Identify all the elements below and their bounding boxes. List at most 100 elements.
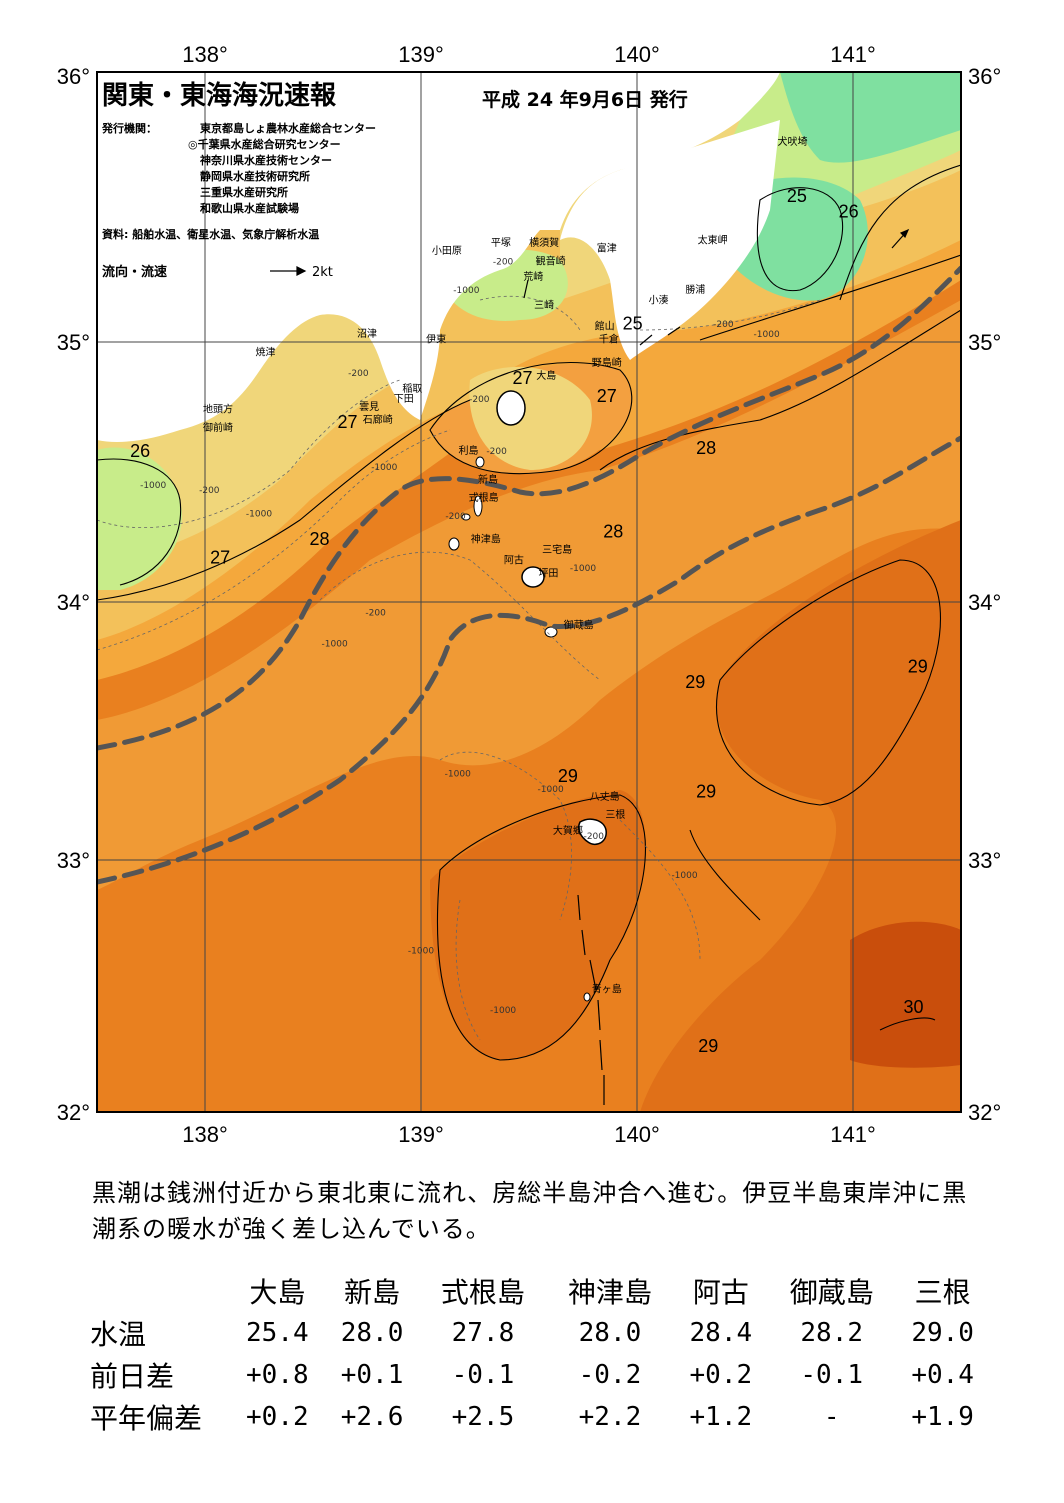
- place-label: 新島: [478, 473, 498, 486]
- land-niijima: [473, 495, 483, 517]
- isotherm-label: 29: [698, 1036, 718, 1056]
- land-toshima: [475, 456, 485, 468]
- axis-labels: 138° 139° 140° 141° 138° 139° 140° 141° …: [57, 42, 1002, 1147]
- depth-label: -1000: [453, 286, 479, 296]
- row-label: 前日差: [90, 1360, 175, 1393]
- zone-29-5-south: [430, 790, 646, 1060]
- issuer-3: 神奈川県水産技術センター: [200, 153, 332, 167]
- place-label: 荒崎: [523, 270, 543, 283]
- table-cell: 25.4: [246, 1318, 309, 1348]
- lat-tick-right-32: 32°: [968, 1100, 1001, 1125]
- map-frame: [96, 71, 962, 1113]
- place-label: 利島: [459, 444, 479, 457]
- lat-tick-left-33: 33°: [57, 848, 90, 873]
- station-header: 新島: [344, 1276, 401, 1309]
- issuer-label: 発行機関：: [101, 121, 157, 135]
- depth-label: -200: [348, 369, 369, 379]
- depth-label: -1000: [322, 640, 348, 650]
- row-label: 平年偏差: [90, 1402, 203, 1435]
- place-label: 犬吠埼: [778, 135, 808, 148]
- station-header: 三根: [914, 1276, 971, 1309]
- land-hachijojima: [577, 818, 607, 846]
- place-label: 石廊崎: [363, 413, 393, 426]
- station-header: 阿古: [692, 1276, 749, 1309]
- table-cell: -0.1: [800, 1360, 864, 1390]
- lon-tick-top-139: 139°: [398, 42, 444, 67]
- place-label: 太東岬: [698, 234, 728, 247]
- isotherm-label: 30: [903, 997, 923, 1017]
- lon-tick-bottom-141: 141°: [830, 1122, 876, 1147]
- isotherm-label: 27: [210, 547, 230, 567]
- place-label: 三崎: [534, 299, 554, 312]
- place-label: 千倉: [599, 332, 619, 345]
- table-cell: +2.5: [451, 1402, 515, 1432]
- table-cell: +0.4: [911, 1360, 974, 1390]
- lat-tick-left-32: 32°: [57, 1100, 90, 1125]
- land-kozushima: [448, 537, 460, 551]
- issuer-2: ◎千葉県水産総合研究センター: [188, 137, 341, 151]
- isotherm-label: 28: [696, 438, 716, 458]
- depth-contours: [97, 295, 821, 1041]
- map-header: 関東・東海海況速報 平成 24 年9月6日 発行 発行機関： 東京都島しょ農林水…: [101, 81, 688, 280]
- depth-label: -1000: [246, 510, 272, 520]
- station-header: 大島: [249, 1276, 306, 1309]
- table-corner: [90, 1270, 230, 1312]
- table-cell: 28.4: [689, 1318, 753, 1348]
- kuroshio-south-edge: [97, 435, 961, 885]
- lon-tick-top-140: 140°: [614, 42, 660, 67]
- place-label: 観音崎: [536, 254, 566, 267]
- place-label: 勝浦: [685, 283, 705, 296]
- place-label: 富津: [597, 241, 617, 254]
- table-cell: +2.6: [340, 1402, 404, 1432]
- kuroshio-boundaries: [97, 265, 961, 885]
- table-cell: -0.2: [578, 1360, 642, 1390]
- place-label: 地頭方: [203, 403, 233, 416]
- place-label: 坪田: [538, 566, 558, 579]
- place-label: 館山: [595, 319, 615, 332]
- depth-label: -200: [584, 832, 605, 842]
- lon-tick-bottom-138: 138°: [182, 1122, 228, 1147]
- row-label: 水温: [90, 1318, 147, 1351]
- isotherm-label: 26: [839, 202, 859, 222]
- depth-label: -200: [486, 447, 507, 457]
- place-label: 伊東: [426, 332, 446, 345]
- zone-27-izu-pool: [469, 366, 592, 470]
- table-cell: 29.0: [911, 1318, 974, 1348]
- land-mikurajima: [544, 626, 558, 638]
- isotherm-label: 29: [685, 672, 705, 692]
- place-label: 八丈島: [590, 790, 620, 803]
- place-label: 式根島: [469, 491, 499, 504]
- isotherm-lines: [97, 164, 961, 1061]
- depth-label: -1000: [538, 785, 564, 795]
- place-label: 青ヶ島: [592, 982, 622, 995]
- issuer-5: 三重県水産研究所: [200, 185, 288, 199]
- place-label: 大賀郷: [553, 824, 583, 837]
- isotherm-label: 28: [603, 521, 623, 541]
- land-honshu-west: [97, 72, 780, 442]
- place-label: 小湊: [649, 293, 669, 306]
- place-label: 御前崎: [203, 421, 233, 434]
- isotherm-label: 25: [787, 186, 807, 206]
- place-label: 稲取: [402, 383, 422, 395]
- zone-26-west: [97, 447, 182, 590]
- depth-label: -1000: [140, 481, 166, 491]
- issuer-1: 東京都島しょ農林水産総合センター: [200, 121, 376, 135]
- land-aogashima: [583, 992, 591, 1002]
- kuroshio-north-edge: [97, 265, 961, 751]
- table-cell: +0.2: [689, 1360, 753, 1390]
- depth-label: -200: [713, 320, 734, 330]
- place-label: 焼津: [255, 346, 275, 358]
- zone-25-coast: [780, 72, 961, 163]
- lon-tick-top-141: 141°: [830, 42, 876, 67]
- lat-tick-right-36: 36°: [968, 64, 1001, 89]
- summary-text: 黒潮は銭洲付近から東北東に流れ、房総半島沖合へ進む。伊豆半島東岸沖に黒潮系の暖水…: [92, 1179, 968, 1243]
- lat-tick-left-36: 36°: [57, 64, 90, 89]
- land-oshima: [496, 390, 526, 426]
- map-title: 関東・東海海況速報: [102, 81, 337, 111]
- depth-label: -1000: [490, 1006, 516, 1016]
- table-cell: +0.1: [340, 1360, 404, 1390]
- depth-label: -1000: [754, 330, 780, 340]
- place-label: 横須賀: [529, 236, 559, 249]
